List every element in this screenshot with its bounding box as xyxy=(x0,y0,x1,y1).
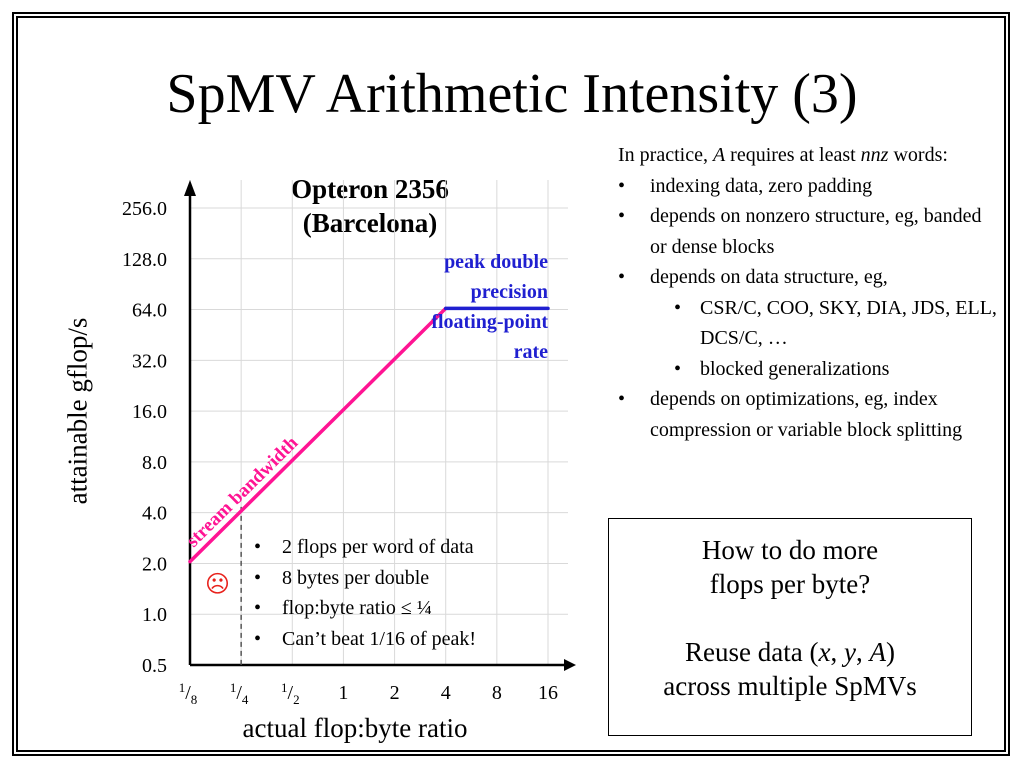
right-panel-intro: In practice, A requires at least nnz wor… xyxy=(618,140,1003,171)
vector-x-symbol: x xyxy=(818,637,831,667)
y-tick-label: 16.0 xyxy=(132,401,167,423)
y-tick-label: 32.0 xyxy=(132,350,167,372)
right-panel: In practice, A requires at least nnz wor… xyxy=(618,140,1003,445)
y-tick-label: 256.0 xyxy=(122,198,167,220)
right-panel-subitem: CSR/C, COO, SKY, DIA, JDS, ELL, DCS/C, … xyxy=(618,293,1003,354)
right-panel-item: depends on nonzero structure, eg, banded… xyxy=(618,201,1003,262)
y-axis-arrowhead xyxy=(184,180,196,196)
intro-matrix-symbol: A xyxy=(712,144,726,166)
slide-frame-inner xyxy=(16,16,1006,752)
chart-note-item: 2 flops per word of data xyxy=(254,532,476,563)
chart-title: Opteron 2356 (Barcelona) xyxy=(250,172,490,240)
matrix-a-symbol: A xyxy=(869,637,886,667)
question-line-2: flops per byte? xyxy=(709,569,871,599)
chart-note-item: 8 bytes per double xyxy=(254,563,476,594)
slide-frame-outer xyxy=(12,12,1010,756)
y-tick-label: 64.0 xyxy=(132,300,167,322)
x-axis-label: actual flop:byte ratio xyxy=(242,713,468,743)
y-axis-label: attainable gflop/s xyxy=(62,317,93,505)
x-tick-label: 16 xyxy=(538,682,558,704)
x-tick-label: 1/4 xyxy=(230,680,249,707)
intro-text: In practice, xyxy=(618,144,713,166)
peak-label-line-2: precision xyxy=(470,281,548,303)
answer-text: , xyxy=(855,637,870,667)
x-tick-label: 1/2 xyxy=(281,680,300,707)
x-tick-label: 1/8 xyxy=(179,680,198,707)
question-box-spacer xyxy=(609,601,971,635)
x-tick-label: 4 xyxy=(441,682,451,704)
answer-text: ) xyxy=(885,637,895,667)
right-panel-list: indexing data, zero padding depends on n… xyxy=(618,171,1003,446)
slide-title: SpMV Arithmetic Intensity (3) xyxy=(166,63,858,125)
chart-note-item: Can’t beat 1/16 of peak! xyxy=(254,624,476,655)
peak-rate-label: peak double precision floating-point rat… xyxy=(360,247,548,367)
y-tick-label: 2.0 xyxy=(142,553,167,575)
x-tick-label: 2 xyxy=(390,682,400,704)
intro-text: requires at least xyxy=(725,144,861,166)
x-axis-arrowhead xyxy=(564,659,576,671)
right-panel-item: depends on optimizations, eg, index comp… xyxy=(618,384,1003,445)
frown-icon: ☹ xyxy=(205,570,231,598)
question-line-1: How to do more xyxy=(701,535,879,565)
y-axis-label-wrap: attainable gflop/s xyxy=(58,276,98,546)
answer-text: , xyxy=(830,637,844,667)
peak-label-line-4: rate xyxy=(513,341,548,363)
chart-title-line-1: Opteron 2356 xyxy=(291,174,449,204)
question-box: How to do more flops per byte? Reuse dat… xyxy=(608,518,972,736)
y-tick-label: 1.0 xyxy=(142,604,167,626)
y-tick-label: 0.5 xyxy=(142,655,167,677)
chart-note-item: flop:byte ratio ≤ ¼ xyxy=(254,593,476,624)
answer-text: Reuse data ( xyxy=(685,637,819,667)
right-panel-item: depends on data structure, eg, xyxy=(618,262,1003,293)
right-panel-subitem: blocked generalizations xyxy=(618,354,1003,385)
x-tick-label: 8 xyxy=(492,682,502,704)
peak-label-line-1: peak double xyxy=(444,251,548,273)
x-tick-label: 1 xyxy=(338,682,348,704)
stream-bandwidth-line xyxy=(188,306,448,564)
answer-line-1: Reuse data (x, y, A) xyxy=(609,635,971,669)
peak-label-line-3: floating-point xyxy=(431,311,548,333)
chart-notes-list: 2 flops per word of data 8 bytes per dou… xyxy=(254,532,476,654)
answer-line-2: across multiple SpMVs xyxy=(663,671,917,701)
right-panel-item: indexing data, zero padding xyxy=(618,171,1003,202)
y-tick-label: 8.0 xyxy=(142,452,167,474)
vector-y-symbol: y xyxy=(843,637,856,667)
y-tick-label: 4.0 xyxy=(142,503,167,525)
intro-text: words: xyxy=(888,144,948,166)
chart-title-line-2: (Barcelona) xyxy=(302,208,438,238)
y-tick-label: 128.0 xyxy=(122,249,167,271)
intro-nnz-symbol: nnz xyxy=(860,144,889,166)
